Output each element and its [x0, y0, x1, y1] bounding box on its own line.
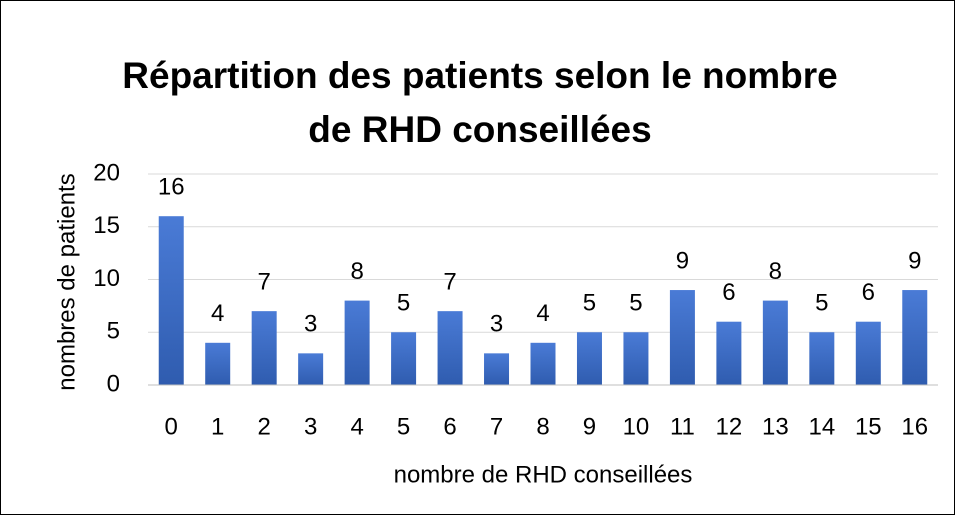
x-tick-label: 13 [762, 413, 789, 440]
data-label: 3 [490, 311, 503, 338]
x-tick-label: 8 [536, 413, 549, 440]
data-label: 7 [257, 268, 270, 295]
x-tick-label: 3 [304, 413, 317, 440]
y-tick-label: 15 [93, 212, 120, 239]
x-tick-label: 4 [350, 413, 363, 440]
data-label: 5 [583, 290, 596, 317]
data-label: 6 [722, 279, 735, 306]
bar [205, 342, 231, 385]
x-tick-label: 1 [211, 413, 224, 440]
y-tick-label: 10 [93, 265, 120, 292]
y-tick-label: 5 [107, 318, 120, 345]
data-label: 9 [908, 247, 921, 274]
y-tick-label: 0 [107, 370, 120, 397]
chart-title: Répartition des patients selon le nombre [122, 55, 837, 96]
bar [669, 290, 695, 385]
x-tick-label: 12 [716, 413, 743, 440]
bar [251, 311, 277, 385]
data-label: 4 [211, 300, 224, 327]
data-label: 6 [862, 279, 875, 306]
data-label: 5 [397, 290, 410, 317]
data-label: 9 [676, 247, 689, 274]
data-label: 8 [769, 258, 782, 285]
x-tick-label: 14 [808, 413, 835, 440]
x-tick-label: 15 [855, 413, 882, 440]
bar [855, 321, 881, 385]
bar [344, 300, 370, 385]
x-tick-label: 5 [397, 413, 410, 440]
x-tick-label: 16 [901, 413, 928, 440]
bar [623, 332, 649, 385]
data-label: 3 [304, 311, 317, 338]
bar [484, 353, 510, 385]
x-tick-label: 6 [443, 413, 456, 440]
data-label: 8 [350, 258, 363, 285]
bar [902, 290, 928, 385]
chart-title: de RHD conseillées [308, 109, 651, 150]
data-label: 4 [536, 300, 549, 327]
x-tick-label: 7 [490, 413, 503, 440]
bar [437, 311, 463, 385]
bar [391, 332, 417, 385]
bar [762, 300, 788, 385]
x-tick-label: 9 [583, 413, 596, 440]
x-axis-title: nombre de RHD conseillées [394, 461, 693, 488]
bar [716, 321, 742, 385]
bar [298, 353, 324, 385]
bar [158, 216, 184, 385]
bar [530, 342, 556, 385]
x-tick-label: 10 [623, 413, 650, 440]
bar [809, 332, 835, 385]
y-tick-label: 20 [93, 159, 120, 186]
data-label: 5 [629, 290, 642, 317]
x-tick-label: 11 [670, 413, 695, 440]
x-tick-label: 2 [257, 413, 270, 440]
data-label: 7 [443, 268, 456, 295]
x-tick-label: 0 [165, 413, 178, 440]
bar [576, 332, 602, 385]
data-label: 5 [815, 290, 828, 317]
y-axis-title: nombres de patients [53, 173, 80, 390]
data-label: 16 [158, 174, 185, 201]
